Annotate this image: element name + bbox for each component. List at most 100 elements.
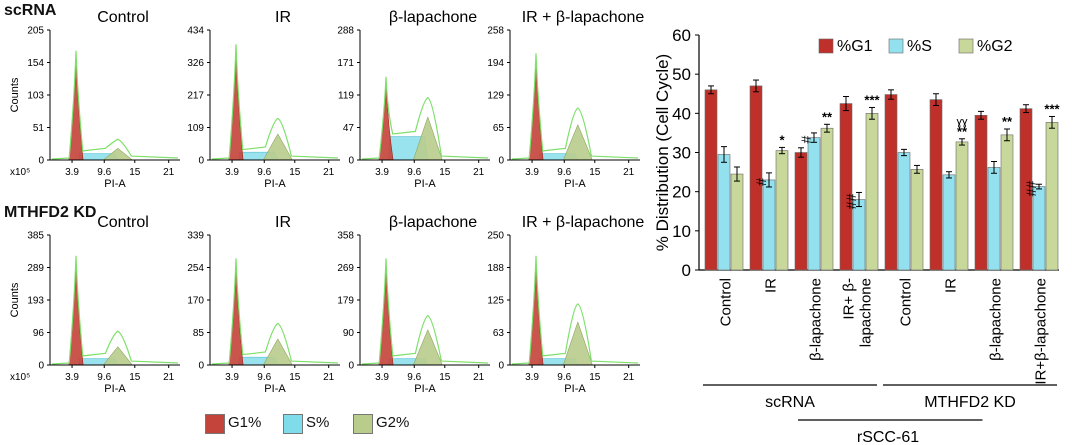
y-tick-label: 194 xyxy=(487,58,504,69)
x-tick-label: 21 xyxy=(623,372,635,383)
g1-peak-area xyxy=(378,81,394,161)
significance-mark: *** xyxy=(864,92,880,107)
panel-title: β-lapachone xyxy=(389,9,477,26)
g2-peak-area xyxy=(102,147,134,161)
y-axis-label: Counts xyxy=(9,282,21,317)
x-tick-label: 9.6 xyxy=(407,167,421,178)
x-tick-label: 21 xyxy=(473,372,485,383)
g2-peak-area xyxy=(262,133,293,161)
legend-swatch-G2 xyxy=(958,38,974,54)
y-tick-label: 288 xyxy=(337,26,354,37)
category-label: IR xyxy=(943,278,960,293)
y-tick-label: 205 xyxy=(27,26,44,37)
histogram-panel-1-0: Control 385 289 193 96 0 3.9 9.6 15 21 PI-A x10⁵ Cou… xyxy=(9,214,180,395)
histogram-plot: Control 385 289 193 96 0 3.9 9.6 15 21 PI-A x10⁵ Cou… xyxy=(9,214,180,395)
x-axis-label: PI-A xyxy=(564,383,586,395)
legend-swatch-g2 xyxy=(353,414,373,434)
y-tick-label: 129 xyxy=(487,91,504,102)
bar-G2-2 xyxy=(820,127,834,271)
y-tick-label: 119 xyxy=(338,91,354,102)
y-tick-label: 0 xyxy=(498,361,504,372)
legend-label-G2: %G2 xyxy=(977,38,1013,55)
significance-mark: ** xyxy=(822,109,833,124)
bar-G2-3 xyxy=(865,113,879,271)
x-tick-label: 3.9 xyxy=(375,167,389,178)
g1-peak-area xyxy=(228,263,244,366)
panel-title: IR xyxy=(275,9,291,26)
x-tick-label: 15 xyxy=(129,167,141,178)
fitted-trace xyxy=(51,255,179,365)
x-tick-label: 9.6 xyxy=(257,372,271,383)
section-title-mthfd2kd: MTHFD2 KD xyxy=(4,204,97,221)
y-tick-label: 254 xyxy=(187,263,204,274)
g2-peak-area xyxy=(562,124,593,161)
category-label: lapachone xyxy=(858,278,875,347)
legend-swatch-G1 xyxy=(818,38,834,54)
y-tick-label: 0 xyxy=(198,361,204,372)
y-tick-label: 179 xyxy=(337,296,354,307)
bar-G2-0 xyxy=(730,173,744,271)
histogram-plot: IR 339 254 170 85 0 3.9 9.6 15 21 PI-A xyxy=(187,214,340,395)
y-tick-label: 103 xyxy=(27,91,44,102)
significance-mark: * xyxy=(779,132,785,147)
x-tick-label: 3.9 xyxy=(65,167,79,178)
section-title-scrna: scRNA xyxy=(4,2,57,19)
histogram-plot: IR + β-lapachone 258 194 129 65 0 3.9 9.6 15 21 PI… xyxy=(487,9,644,190)
legend-label-G1: %G1 xyxy=(837,38,873,55)
y-tick-label: 154 xyxy=(27,58,44,69)
bar-G1-5 xyxy=(929,99,943,271)
g1-peak-area xyxy=(228,49,244,161)
y-tick-label: 188 xyxy=(487,263,504,274)
g1-peak-area xyxy=(68,55,84,161)
x-tick-label: 15 xyxy=(439,167,451,178)
histogram-plot: IR + β-lapachone 250 188 125 63 0 3.9 9.6 15 21 PI… xyxy=(487,214,644,395)
fitted-trace xyxy=(211,44,339,160)
bar-G1-1 xyxy=(749,85,763,271)
x-tick-label: 9.6 xyxy=(407,372,421,383)
panel-title: Control xyxy=(97,9,149,26)
histogram-plot: Control 205 154 103 51 0 3.9 9.6 15 21 PI-A x10⁵ Cou… xyxy=(9,9,180,190)
x-tick-label: 3.9 xyxy=(525,167,539,178)
x-tick-label: 9.6 xyxy=(557,167,571,178)
bar-S-2 xyxy=(807,137,821,271)
bar-G2-6 xyxy=(1000,134,1014,271)
x-axis-label: PI-A xyxy=(104,383,126,395)
legend-swatch-s xyxy=(283,414,303,434)
bar-y-tick-label: 50 xyxy=(672,65,691,84)
fitted-trace xyxy=(51,50,179,160)
x-multiplier: x10⁵ xyxy=(10,372,30,383)
bar-y-tick-label: 10 xyxy=(672,222,691,241)
y-tick-label: 171 xyxy=(337,58,354,69)
y-tick-label: 0 xyxy=(498,156,504,167)
legend-swatch-g1 xyxy=(205,414,225,434)
x-tick-label: 9.6 xyxy=(257,167,271,178)
x-tick-label: 21 xyxy=(323,167,335,178)
bar-y-tick-label: 60 xyxy=(672,26,691,45)
g2-peak-area xyxy=(102,346,133,366)
bar-G2-7 xyxy=(1045,122,1059,271)
panel-title: IR xyxy=(275,214,291,231)
x-tick-label: 9.6 xyxy=(557,372,571,383)
histogram-panel-0-3: IR + β-lapachone 258 194 129 65 0 3.9 9.6 15 21 PI… xyxy=(487,9,644,190)
y-tick-label: 96 xyxy=(33,328,45,339)
legend-label-S: %S xyxy=(907,38,932,55)
bar-y-tick-label: 40 xyxy=(672,104,691,123)
y-tick-label: 326 xyxy=(187,58,204,69)
x-axis-label: PI-A xyxy=(264,383,286,395)
x-axis-label: PI-A xyxy=(414,178,436,190)
x-tick-label: 21 xyxy=(623,167,635,178)
x-tick-label: 3.9 xyxy=(225,167,239,178)
x-tick-label: 3.9 xyxy=(375,372,389,383)
bar-S-0 xyxy=(717,154,731,271)
y-tick-label: 0 xyxy=(348,156,354,167)
y-tick-label: 85 xyxy=(193,328,205,339)
y-tick-label: 358 xyxy=(337,231,354,242)
y-tick-label: 0 xyxy=(38,361,44,372)
y-tick-label: 269 xyxy=(337,263,354,274)
significance-mark: ** xyxy=(1002,114,1013,129)
bar-S-7 xyxy=(1032,186,1046,271)
bar-G1-3 xyxy=(839,103,853,271)
bar-G2-1 xyxy=(775,150,789,271)
bar-y-tick-label: 30 xyxy=(672,144,691,163)
x-tick-label: 15 xyxy=(589,372,601,383)
